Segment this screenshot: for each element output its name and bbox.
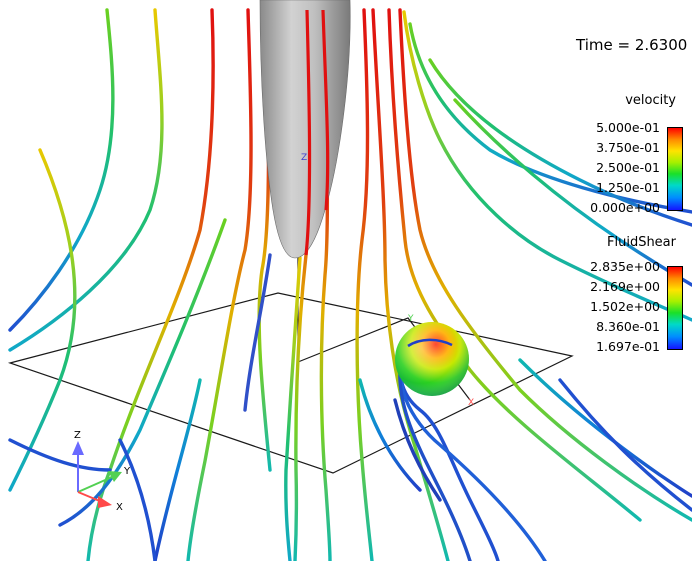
scene-axis-label: Z	[301, 153, 307, 163]
streamline	[518, 358, 692, 498]
streamline	[387, 8, 642, 522]
streamline	[58, 218, 227, 527]
streamline	[186, 8, 253, 561]
velocity-tick-label: 1.250e-01	[596, 180, 660, 195]
streamline	[398, 8, 692, 522]
velocity-tick-label: 5.000e-01	[596, 120, 660, 135]
streamline	[243, 253, 272, 412]
triad-x-label: X	[116, 502, 123, 513]
triad-z-label: Z	[74, 430, 81, 441]
needle-tip: Z	[259, 0, 351, 259]
fluidshear-tick-label: 2.169e+00	[590, 279, 660, 294]
velocity-tick-label: 2.500e-01	[596, 160, 660, 175]
fluidshear-tick-label: 1.697e-01	[596, 339, 660, 354]
streamline	[393, 398, 442, 502]
sphere	[395, 322, 469, 396]
time-readout: Time = 2.6300	[576, 36, 688, 54]
streamline	[8, 8, 164, 352]
domain-outline	[7, 250, 574, 474]
streamline-through-needle	[304, 9, 312, 256]
streamline	[358, 378, 422, 492]
streamline	[398, 368, 472, 561]
fluidshear-tick-label: 8.360e-01	[596, 319, 660, 334]
orientation-triad: Z Y X	[72, 430, 131, 513]
streamline	[118, 438, 157, 561]
streamline	[284, 256, 302, 561]
scene-axis-label: Y	[407, 314, 414, 324]
fluidshear-tick-label: 2.835e+00	[590, 259, 660, 274]
streamline	[402, 10, 692, 322]
velocity-colorbar	[667, 127, 683, 211]
streamline-through-needle	[321, 9, 330, 211]
streamline	[8, 148, 77, 492]
velocity-tick-label: 0.000e+00	[590, 200, 660, 215]
streamline	[408, 22, 692, 214]
fluidshear-tick-label: 1.502e+00	[590, 299, 660, 314]
velocity-legend-title: velocity	[625, 93, 676, 108]
streamline	[355, 8, 374, 561]
triad-y-label: Y	[123, 466, 131, 477]
streamline	[558, 378, 692, 512]
streamline	[153, 378, 202, 561]
streamline	[8, 8, 115, 332]
streamline	[8, 438, 112, 472]
velocity-tick-label: 3.750e-01	[596, 140, 660, 155]
streamline	[371, 8, 450, 561]
scene-axis-label: X	[468, 398, 474, 408]
streamline	[428, 58, 692, 227]
fluidshear-colorbar	[667, 266, 683, 350]
fluidshear-legend-title: FluidShear	[607, 235, 676, 250]
